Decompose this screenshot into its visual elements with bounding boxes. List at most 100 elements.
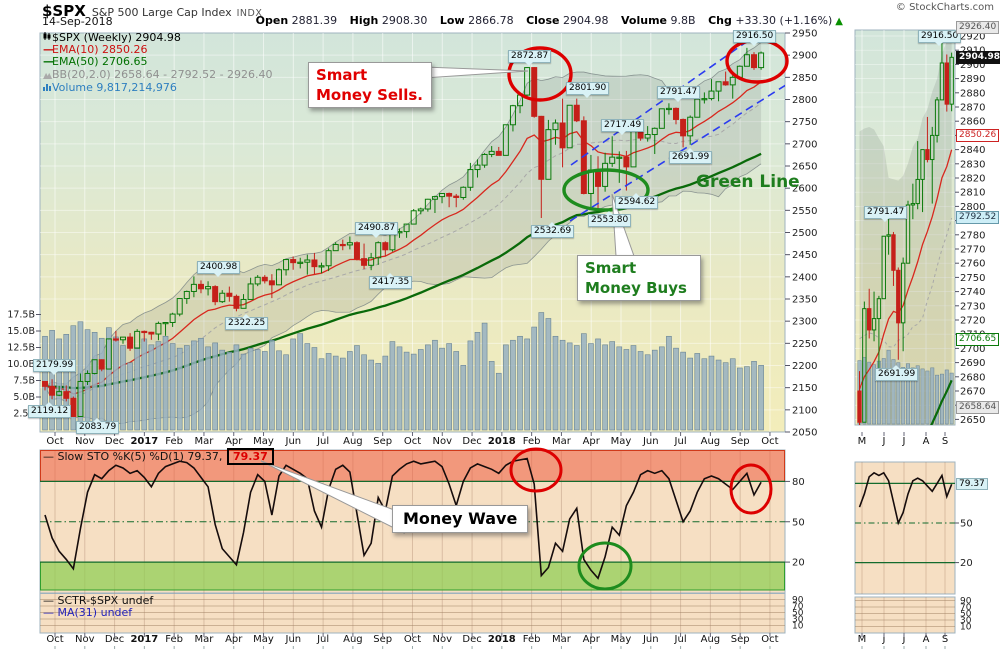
svg-text:50: 50 bbox=[960, 519, 973, 530]
svg-text:Oct: Oct bbox=[404, 634, 421, 645]
svg-text:M: M bbox=[858, 634, 867, 645]
svg-text:Aug: Aug bbox=[343, 436, 363, 447]
mini-axis-label-bb: 2926.40 bbox=[956, 20, 1000, 34]
svg-text:2150: 2150 bbox=[792, 383, 817, 394]
svg-text:Apr: Apr bbox=[583, 436, 601, 447]
svg-text:Mar: Mar bbox=[195, 634, 215, 645]
price-callout: 2532.69 bbox=[531, 222, 575, 238]
candles bbox=[42, 47, 765, 418]
svg-text:2300: 2300 bbox=[792, 317, 817, 328]
legend-bb: BB(20,2.0) 2658.64 - 2792.52 - 2926.40 bbox=[52, 67, 273, 81]
price-callout: 2801.90 bbox=[566, 82, 610, 98]
svg-text:Aug: Aug bbox=[701, 634, 721, 645]
svg-text:2910: 2910 bbox=[960, 46, 985, 57]
svg-text:Oct: Oct bbox=[404, 436, 421, 447]
svg-text:Nov: Nov bbox=[75, 436, 95, 447]
svg-text:Nov: Nov bbox=[433, 634, 453, 645]
volume-value: 9.8B bbox=[670, 14, 696, 27]
svg-text:2810: 2810 bbox=[960, 188, 985, 199]
svg-text:Nov: Nov bbox=[433, 436, 453, 447]
header: $SPX S&P 500 Large Cap Index INDX bbox=[42, 1, 262, 20]
ema10-swatch-icon: — bbox=[43, 43, 54, 57]
svg-text:2017: 2017 bbox=[130, 436, 158, 447]
legend-volume: Volume 9,817,214,976 bbox=[52, 80, 177, 94]
svg-text:Mar: Mar bbox=[195, 436, 215, 447]
svg-text:2650: 2650 bbox=[960, 415, 985, 426]
svg-text:2550: 2550 bbox=[792, 206, 817, 217]
svg-text:Jul: Jul bbox=[674, 436, 687, 447]
mini-sto-value-label: 79.37 bbox=[956, 478, 988, 490]
svg-text:2400: 2400 bbox=[792, 272, 817, 283]
svg-text:Jul: Jul bbox=[316, 634, 329, 645]
svg-text:5.0B: 5.0B bbox=[13, 392, 35, 403]
svg-text:2800: 2800 bbox=[792, 95, 817, 106]
smart-money-buys-note: Smart Money Buys bbox=[577, 255, 701, 301]
svg-text:2450: 2450 bbox=[792, 250, 817, 261]
volume-bars bbox=[42, 312, 764, 431]
price-callout: 2717.49 bbox=[601, 119, 645, 135]
svg-text:Feb: Feb bbox=[165, 634, 183, 645]
svg-text:2880: 2880 bbox=[960, 88, 985, 99]
svg-text:Oct: Oct bbox=[761, 436, 778, 447]
svg-text:2700: 2700 bbox=[792, 139, 817, 150]
svg-text:17.5B: 17.5B bbox=[7, 310, 35, 321]
svg-text:A: A bbox=[923, 436, 930, 447]
svg-text:2650: 2650 bbox=[792, 162, 817, 173]
svg-text:2840: 2840 bbox=[960, 145, 985, 156]
svg-text:2350: 2350 bbox=[792, 295, 817, 306]
svg-text:Feb: Feb bbox=[165, 436, 183, 447]
svg-text:Feb: Feb bbox=[523, 436, 541, 447]
price-callout: 2872.87 bbox=[508, 50, 552, 66]
svg-text:A: A bbox=[923, 634, 930, 645]
svg-text:2860: 2860 bbox=[960, 117, 985, 128]
svg-text:J: J bbox=[902, 634, 906, 645]
open-value: 2881.39 bbox=[291, 14, 338, 27]
svg-text:M: M bbox=[858, 436, 867, 447]
svg-text:30: 30 bbox=[960, 616, 972, 626]
copyright: © StockCharts.com bbox=[895, 2, 994, 13]
svg-text:Dec: Dec bbox=[105, 436, 124, 447]
mini-axis-label-last: 2904.98 bbox=[956, 51, 1000, 65]
svg-text:2730: 2730 bbox=[960, 301, 985, 312]
price-callout: 2691.99 bbox=[875, 365, 919, 381]
svg-text:Nov: Nov bbox=[75, 634, 95, 645]
svg-text:2780: 2780 bbox=[960, 230, 985, 241]
svg-text:J: J bbox=[882, 436, 886, 447]
ticker-symbol: $SPX bbox=[42, 2, 86, 20]
svg-text:Mar: Mar bbox=[552, 634, 572, 645]
svg-text:2250: 2250 bbox=[792, 339, 817, 350]
svg-text:Jun: Jun bbox=[285, 436, 302, 447]
svg-text:Dec: Dec bbox=[462, 634, 481, 645]
svg-text:50: 50 bbox=[792, 517, 805, 528]
svg-text:Oct: Oct bbox=[46, 634, 63, 645]
svg-text:90: 90 bbox=[960, 597, 972, 607]
quote-strip: Open 2881.39 High 2908.30 Low 2866.78 Cl… bbox=[247, 14, 843, 27]
svg-text:20: 20 bbox=[792, 558, 805, 569]
svg-text:2017: 2017 bbox=[130, 634, 158, 645]
volume-label: Volume bbox=[621, 14, 668, 27]
bollinger-band-icon: ▲▲ bbox=[43, 70, 52, 80]
sto-legend-text: Slow STO %K(5) %D(1) 79.37, bbox=[57, 450, 223, 463]
x-axis-top: Oct Nov Dec 2017 Feb Mar Apr May Jun Jul Aug Sep Oct… bbox=[46, 432, 948, 447]
svg-text:May: May bbox=[253, 634, 274, 645]
price-callout: 2691.99 bbox=[669, 148, 713, 164]
low-value: 2866.78 bbox=[468, 14, 514, 27]
close-value: 2904.98 bbox=[563, 14, 609, 27]
svg-text:2720: 2720 bbox=[960, 316, 985, 327]
mini-sto-panel: 50 20 bbox=[854, 461, 973, 595]
svg-text:2700: 2700 bbox=[960, 344, 985, 355]
sctr-legend-line1: SCTR-$SPX undef bbox=[57, 594, 154, 607]
svg-text:Sep: Sep bbox=[373, 634, 392, 645]
index-name: S&P 500 Large Cap Index bbox=[91, 6, 232, 19]
price-callout: 2083.79 bbox=[76, 418, 120, 434]
price-callout: 2490.87 bbox=[355, 222, 399, 238]
svg-text:7.5B: 7.5B bbox=[13, 376, 35, 387]
mini-axis-label-bbmid: 2792.52 bbox=[956, 211, 1000, 225]
svg-text:2770: 2770 bbox=[960, 245, 985, 256]
high-label: High bbox=[349, 14, 379, 27]
svg-text:Apr: Apr bbox=[583, 634, 601, 645]
price-callout: 2400.98 bbox=[197, 261, 241, 277]
svg-text:10: 10 bbox=[960, 623, 972, 633]
candlestick-chart-icon bbox=[43, 31, 52, 44]
